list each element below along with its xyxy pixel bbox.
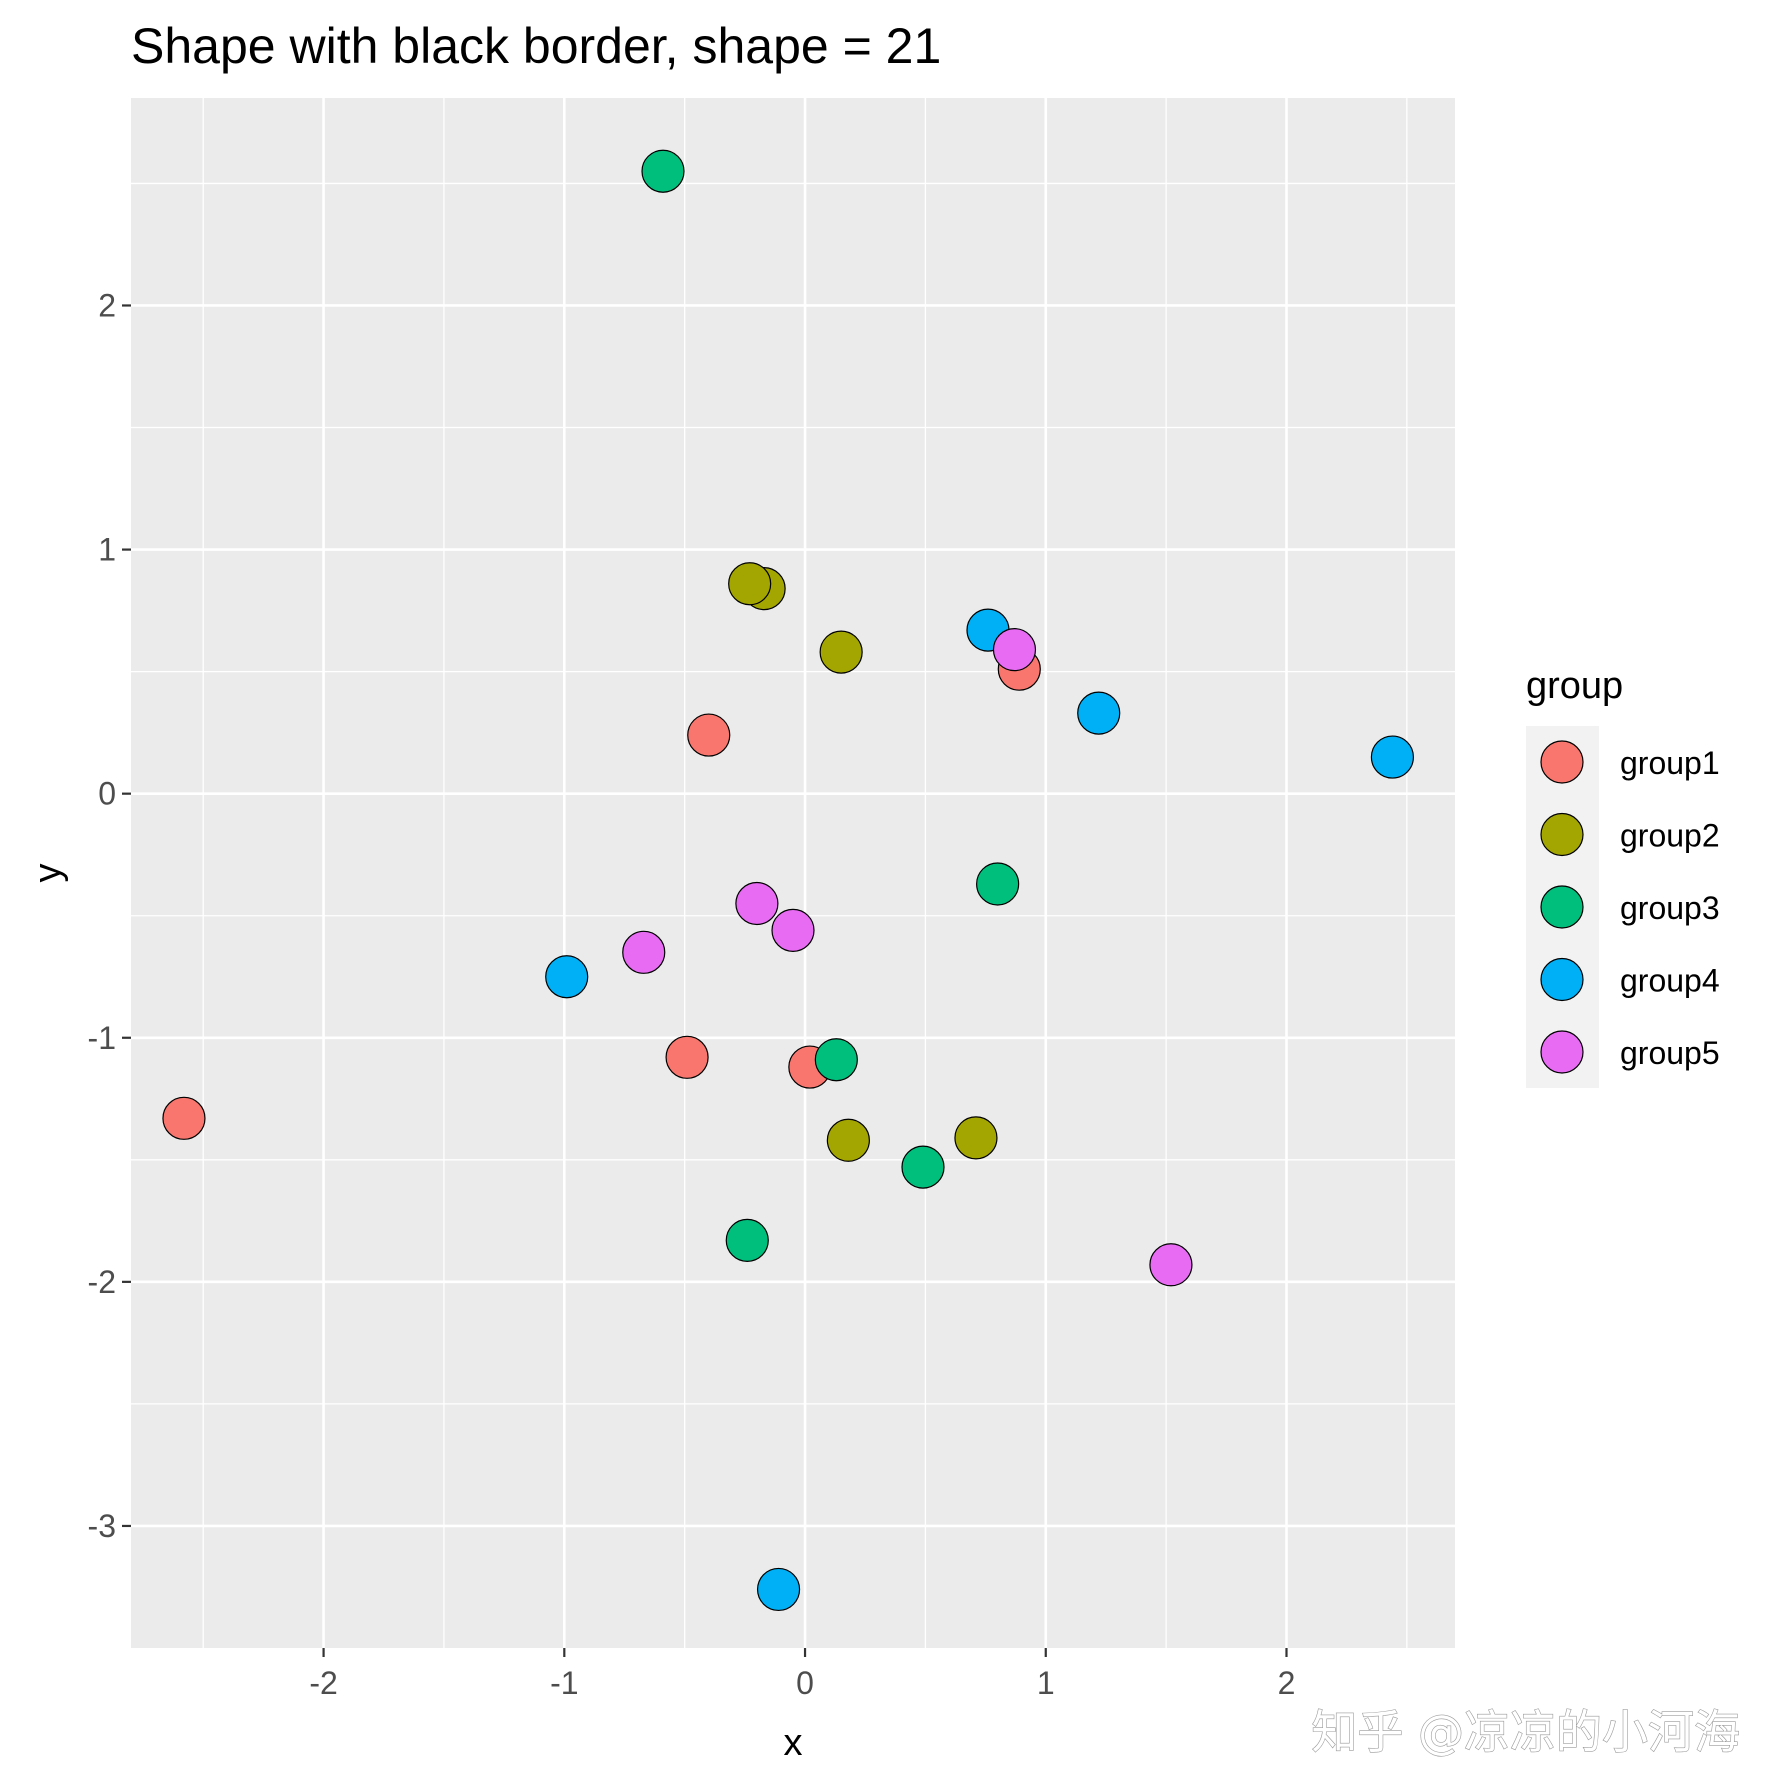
point-group2 xyxy=(728,562,772,606)
point-group3 xyxy=(814,1038,858,1082)
y-tick-label: 1 xyxy=(98,532,116,568)
legend-label-group5: group5 xyxy=(1620,1035,1720,1071)
legend-label-group3: group3 xyxy=(1620,890,1720,926)
point-group5 xyxy=(622,930,666,974)
point-group4 xyxy=(1370,735,1415,779)
x-tick-label: 0 xyxy=(796,1665,814,1701)
watermark-text: 知乎 @凉凉的小河海 xyxy=(1311,1705,1740,1759)
y-tick-label: -2 xyxy=(88,1264,116,1300)
point-group2 xyxy=(954,1116,998,1160)
legend-key-group4 xyxy=(1540,957,1584,1002)
x-tick-label: -2 xyxy=(309,1665,337,1701)
x-axis-tick-labels: -2 -1 0 1 2 xyxy=(309,1665,1295,1701)
legend-title: group xyxy=(1526,665,1623,707)
point-group3 xyxy=(976,862,1020,906)
chart-title: Shape with black border, shape = 21 xyxy=(131,18,941,74)
plot-panel xyxy=(131,98,1455,1648)
point-group2 xyxy=(826,1118,870,1162)
x-axis-title: x xyxy=(784,1722,803,1764)
point-group1 xyxy=(687,713,731,757)
y-tick-label: 2 xyxy=(98,287,116,323)
y-tick-label: 0 xyxy=(98,776,116,812)
point-group5 xyxy=(992,628,1037,672)
y-axis-tick-labels: -3 -2 -1 0 1 2 xyxy=(88,287,116,1543)
point-group1 xyxy=(162,1096,206,1140)
data-points xyxy=(162,149,1415,1612)
x-tick-label: 1 xyxy=(1037,1665,1055,1701)
point-group5 xyxy=(735,881,779,926)
point-group3 xyxy=(725,1218,769,1262)
legend-label-group2: group2 xyxy=(1620,818,1720,854)
point-group3 xyxy=(641,149,685,193)
legend: group group1 group2 group3 group4 group5 xyxy=(1526,665,1720,1088)
legend-key-group2 xyxy=(1540,812,1584,857)
legend-label-group1: group1 xyxy=(1620,745,1720,781)
legend-key-group1 xyxy=(1540,740,1584,784)
point-group5 xyxy=(771,908,815,952)
x-tick-label: -1 xyxy=(550,1665,578,1701)
point-group2 xyxy=(819,630,863,674)
major-gridlines xyxy=(131,98,1455,1648)
point-group4 xyxy=(545,955,589,999)
point-group3 xyxy=(901,1145,945,1189)
legend-key-group3 xyxy=(1540,885,1584,929)
point-group4 xyxy=(1077,691,1121,735)
axis-ticks xyxy=(122,304,1288,1657)
point-group1 xyxy=(665,1035,709,1079)
y-axis-title: y xyxy=(27,864,69,883)
point-group4 xyxy=(756,1567,801,1612)
y-tick-label: -1 xyxy=(88,1020,116,1056)
point-group5 xyxy=(1149,1243,1193,1287)
legend-label-group4: group4 xyxy=(1620,963,1720,999)
x-tick-label: 2 xyxy=(1278,1665,1296,1701)
y-tick-label: -3 xyxy=(88,1508,116,1544)
legend-items: group1 group2 group3 group4 group5 xyxy=(1526,726,1720,1088)
legend-key-group5 xyxy=(1540,1030,1584,1074)
